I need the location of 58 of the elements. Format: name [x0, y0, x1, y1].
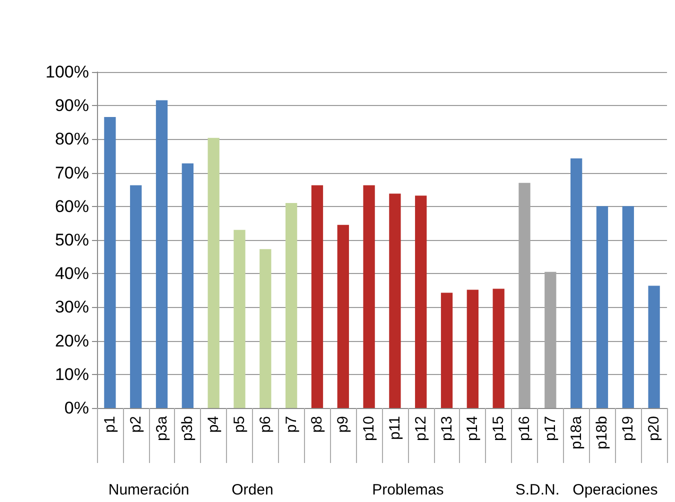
x-tick-label: p2	[127, 416, 144, 433]
bar	[156, 100, 168, 408]
bar	[622, 206, 634, 408]
x-tick-label: p3b	[179, 416, 196, 442]
bar	[285, 203, 298, 408]
bar	[260, 249, 272, 408]
bar	[648, 286, 660, 408]
x-tick-label: p18a	[568, 415, 585, 450]
bar	[104, 117, 116, 408]
y-tick-label: 80%	[54, 130, 89, 149]
y-tick-label: 20%	[54, 331, 89, 350]
x-tick-label: p10	[360, 416, 378, 442]
bar	[182, 163, 194, 408]
bar	[363, 185, 375, 408]
x-tick-label: p13	[438, 416, 456, 442]
y-tick-label: 60%	[54, 196, 89, 216]
bar	[415, 196, 427, 408]
x-tick-label: p16	[516, 416, 533, 442]
bar	[337, 224, 349, 408]
x-tick-label: p8	[308, 416, 326, 433]
y-tick-label: 50%	[54, 230, 89, 250]
x-tick-label: p20	[646, 416, 663, 442]
x-tick-label: p11	[386, 416, 404, 440]
bar	[440, 292, 453, 408]
x-tick-label: p9	[334, 416, 352, 433]
text: S.D.N.	[515, 482, 560, 498]
bar	[389, 194, 401, 408]
bar	[570, 158, 582, 408]
text: Numeración	[108, 482, 190, 498]
bar	[234, 230, 246, 408]
y-tick-label: 0%	[64, 398, 89, 418]
text: Problemas	[372, 482, 444, 498]
y-tick-label: 100%	[46, 62, 89, 82]
y-tick-label: 90%	[54, 96, 89, 116]
bar	[466, 290, 479, 408]
bar	[492, 288, 504, 408]
y-tick-label: 30%	[54, 298, 89, 317]
text: Operaciones	[572, 482, 658, 498]
x-tick-label: p18b	[594, 416, 611, 450]
x-tick-label: p4	[205, 416, 222, 433]
x-tick-label: p6	[256, 416, 274, 433]
x-tick-label: p12	[412, 416, 430, 442]
x-tick-label: p14	[464, 416, 482, 442]
bar	[311, 185, 324, 408]
x-tick-label: p19	[620, 416, 637, 442]
x-tick-label: p15	[490, 416, 508, 442]
bar	[208, 138, 220, 408]
y-tick-label: 40%	[54, 264, 89, 284]
text: Orden	[232, 482, 274, 498]
x-tick-label: p1	[101, 416, 118, 433]
x-tick-label: p17	[542, 416, 559, 442]
y-tick-label: 10%	[54, 364, 89, 384]
y-tick-label: 70%	[54, 163, 89, 182]
bar	[596, 206, 608, 408]
x-tick-label: p5	[231, 416, 248, 433]
bar	[130, 185, 142, 408]
x-tick-label: p7	[282, 416, 300, 433]
x-tick-label: p3a	[153, 415, 170, 442]
